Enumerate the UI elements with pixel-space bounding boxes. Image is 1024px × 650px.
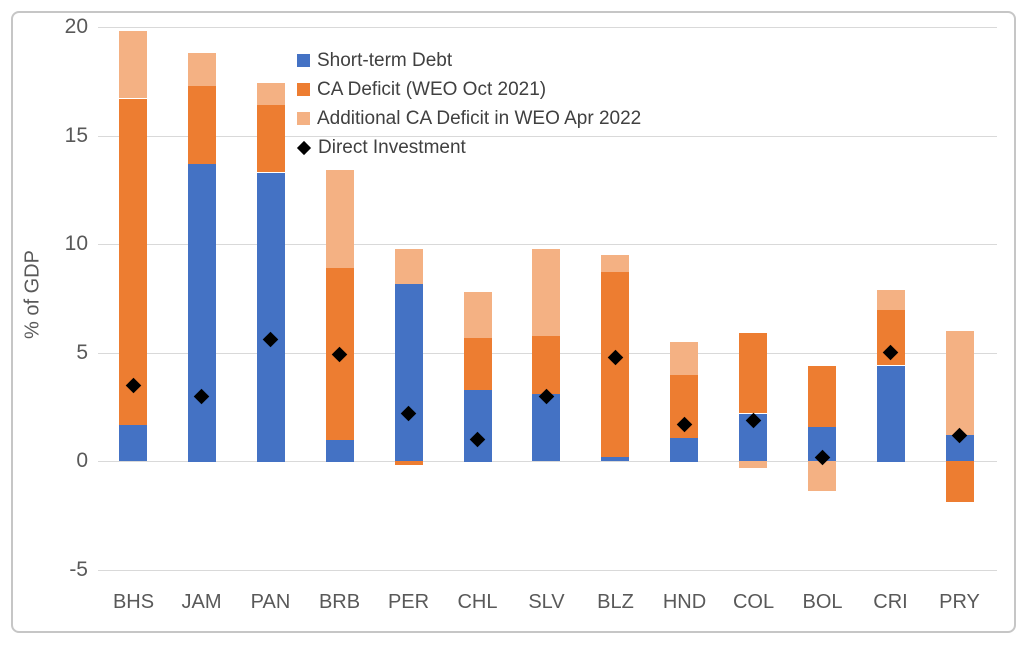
legend-diamond-icon — [296, 140, 312, 155]
legend-label: Additional CA Deficit in WEO Apr 2022 — [317, 107, 642, 129]
x-label-col: COL — [732, 591, 775, 613]
legend-item-short-term-debt: Short-term Debt — [297, 46, 641, 75]
x-label-blz: BLZ — [597, 591, 634, 613]
bar-segment-pan-short-term-debt — [257, 173, 285, 462]
bar-segment-per-short-term-debt — [395, 283, 423, 461]
x-label-cri: CRI — [873, 591, 908, 613]
legend-square-icon — [297, 83, 310, 96]
bar-segment-jam-short-term-debt — [188, 164, 216, 462]
x-label-chl: CHL — [457, 591, 498, 613]
x-label-jam: JAM — [181, 591, 222, 613]
bar-segment-blz-short-term-debt — [601, 457, 629, 461]
bar-segment-slv-additional-ca-deficit-in-weo-apr-2022 — [532, 249, 560, 336]
legend-item-direct-investment: Direct Investment — [296, 133, 641, 162]
x-label-pan: PAN — [250, 591, 291, 613]
bar-segment-slv-short-term-debt — [532, 394, 560, 461]
bar-segment-per-ca-deficit-weo-oct-2021 — [395, 461, 423, 465]
y-tick-label-10: 10 — [64, 232, 88, 255]
bar-segment-bhs-short-term-debt — [119, 424, 147, 461]
bar-segment-bhs-ca-deficit-weo-oct-2021 — [119, 99, 147, 425]
y-tick-label-5: 5 — [76, 341, 88, 364]
bar-segment-pry-additional-ca-deficit-in-weo-apr-2022 — [946, 331, 974, 435]
legend-label: CA Deficit (WEO Oct 2021) — [317, 78, 547, 100]
bar-segment-bol-additional-ca-deficit-in-weo-apr-2022 — [808, 461, 836, 491]
bar-segment-brb-additional-ca-deficit-in-weo-apr-2022 — [326, 170, 354, 268]
bar-segment-pan-additional-ca-deficit-in-weo-apr-2022 — [257, 83, 285, 105]
bar-segment-col-additional-ca-deficit-in-weo-apr-2022 — [739, 461, 767, 468]
bar-segment-chl-ca-deficit-weo-oct-2021 — [464, 338, 492, 390]
bar-segment-col-ca-deficit-weo-oct-2021 — [739, 333, 767, 413]
bar-segment-blz-additional-ca-deficit-in-weo-apr-2022 — [601, 255, 629, 272]
bar-segment-brb-short-term-debt — [326, 440, 354, 462]
legend-square-icon — [297, 112, 310, 125]
gridline--5 — [98, 570, 997, 571]
chart-frame — [11, 11, 1016, 633]
legend-label: Short-term Debt — [317, 49, 453, 71]
x-label-brb: BRB — [318, 591, 361, 613]
gridline-0 — [98, 461, 997, 462]
bar-segment-bhs-additional-ca-deficit-in-weo-apr-2022 — [119, 31, 147, 98]
y-axis-title: % of GDP — [21, 250, 44, 339]
x-label-bhs: BHS — [112, 591, 155, 613]
bar-segment-jam-ca-deficit-weo-oct-2021 — [188, 86, 216, 164]
legend: Short-term Debt CA Deficit (WEO Oct 2021)… — [296, 46, 641, 162]
y-tick-label-15: 15 — [64, 124, 88, 147]
y-tick-label-20: 20 — [64, 15, 88, 38]
bar-segment-cri-additional-ca-deficit-in-weo-apr-2022 — [877, 290, 905, 310]
bar-segment-pry-ca-deficit-weo-oct-2021 — [946, 461, 974, 502]
bar-segment-chl-short-term-debt — [464, 390, 492, 462]
gridline-15 — [98, 136, 997, 137]
bar-segment-chl-additional-ca-deficit-in-weo-apr-2022 — [464, 292, 492, 338]
gridline-20 — [98, 27, 997, 28]
y-tick-label-0: 0 — [76, 449, 88, 472]
x-label-hnd: HND — [662, 591, 707, 613]
x-label-slv: SLV — [528, 591, 565, 613]
bar-segment-slv-ca-deficit-weo-oct-2021 — [532, 335, 560, 394]
legend-item-additional-ca-deficit-in-weo-apr-2022: Additional CA Deficit in WEO Apr 2022 — [297, 104, 641, 133]
legend-square-icon — [297, 54, 310, 67]
bar-segment-jam-additional-ca-deficit-in-weo-apr-2022 — [188, 53, 216, 86]
x-label-pry: PRY — [939, 591, 980, 613]
gridline-10 — [98, 244, 997, 245]
y-tick-label--5: -5 — [69, 558, 88, 581]
bar-segment-hnd-additional-ca-deficit-in-weo-apr-2022 — [670, 342, 698, 375]
legend-label: Direct Investment — [318, 136, 466, 158]
bar-segment-pan-ca-deficit-weo-oct-2021 — [257, 105, 285, 172]
bar-segment-bol-ca-deficit-weo-oct-2021 — [808, 366, 836, 427]
bar-segment-hnd-short-term-debt — [670, 438, 698, 462]
bar-segment-per-additional-ca-deficit-in-weo-apr-2022 — [395, 249, 423, 284]
x-label-per: PER — [387, 591, 430, 613]
bar-segment-cri-short-term-debt — [877, 366, 905, 462]
x-label-bol: BOL — [802, 591, 843, 613]
legend-item-ca-deficit-weo-oct-2021: CA Deficit (WEO Oct 2021) — [297, 75, 641, 104]
